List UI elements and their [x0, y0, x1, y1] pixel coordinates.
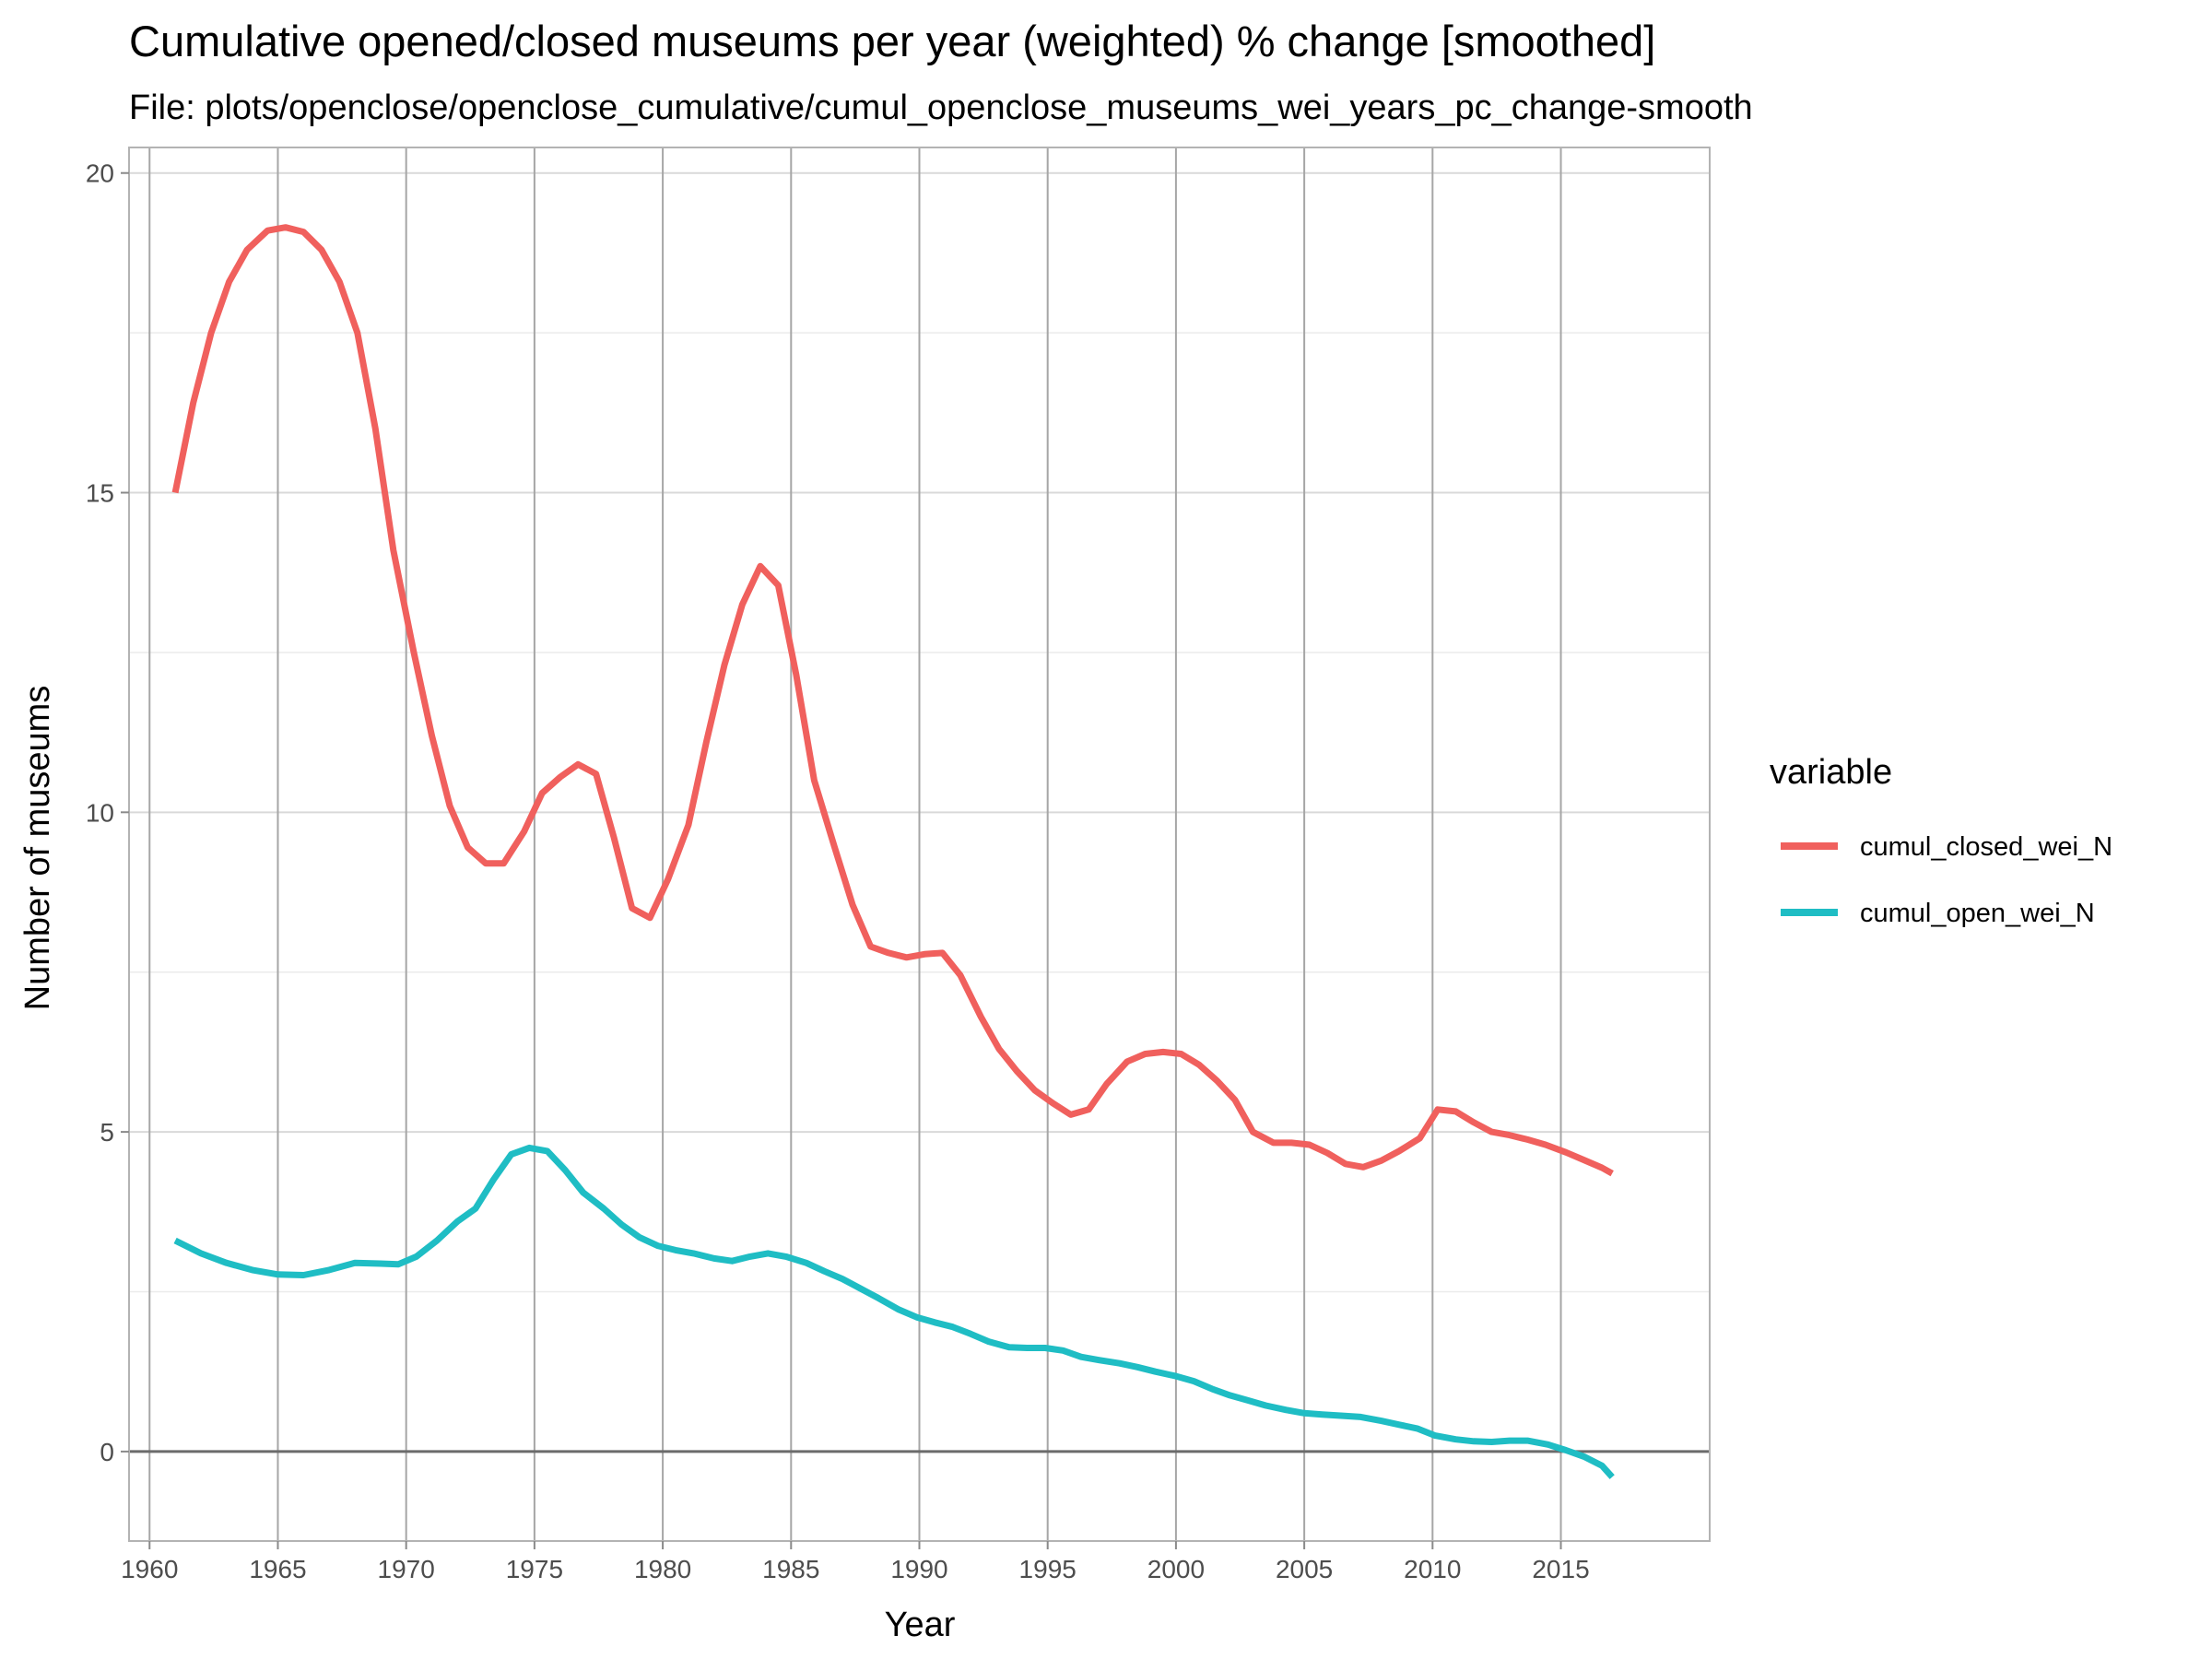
- y-tick-label: 15: [86, 479, 114, 508]
- x-tick-label: 2000: [1147, 1555, 1205, 1583]
- x-tick-label: 1970: [378, 1555, 435, 1583]
- legend-label-open: cumul_open_wei_N: [1860, 899, 2095, 928]
- y-tick-label: 0: [100, 1438, 114, 1466]
- legend-label-closed: cumul_closed_wei_N: [1860, 832, 2112, 862]
- x-tick-label: 1975: [506, 1555, 563, 1583]
- y-tick-label: 10: [86, 798, 114, 827]
- y-axis-ticks: 0 5 10 15 20: [86, 159, 129, 1466]
- x-tick-label: 1990: [890, 1555, 947, 1583]
- x-tick-label: 1985: [762, 1555, 819, 1583]
- x-axis-title: Year: [885, 1606, 956, 1644]
- chart-subtitle: File: plots/openclose/openclose_cumulati…: [129, 88, 1753, 127]
- grid-major: [129, 147, 1710, 1541]
- y-axis-title: Number of museums: [18, 686, 57, 1011]
- series-line-open: [173, 1144, 1615, 1479]
- x-tick-label: 2015: [1532, 1555, 1589, 1583]
- legend: variable cumul_closed_wei_N cumul_open_w…: [1770, 753, 2112, 928]
- x-tick-label: 2005: [1276, 1555, 1333, 1583]
- chart-title: Cumulative opened/closed museums per yea…: [129, 17, 1655, 65]
- x-axis-ticks: 1960 1965 1970 1975 1980 1985 1990 1995 2000 2005…: [121, 1541, 1590, 1583]
- series-layer: [171, 224, 1615, 1479]
- x-tick-label: 1965: [249, 1555, 306, 1583]
- y-tick-label: 20: [86, 159, 114, 188]
- x-tick-label: 2010: [1404, 1555, 1461, 1583]
- y-tick-label: 5: [100, 1118, 114, 1147]
- x-tick-label: 1960: [121, 1555, 178, 1583]
- x-tick-label: 1995: [1019, 1555, 1077, 1583]
- legend-title: variable: [1770, 753, 1892, 792]
- x-tick-label: 1980: [634, 1555, 691, 1583]
- series-line-closed: [171, 224, 1614, 1177]
